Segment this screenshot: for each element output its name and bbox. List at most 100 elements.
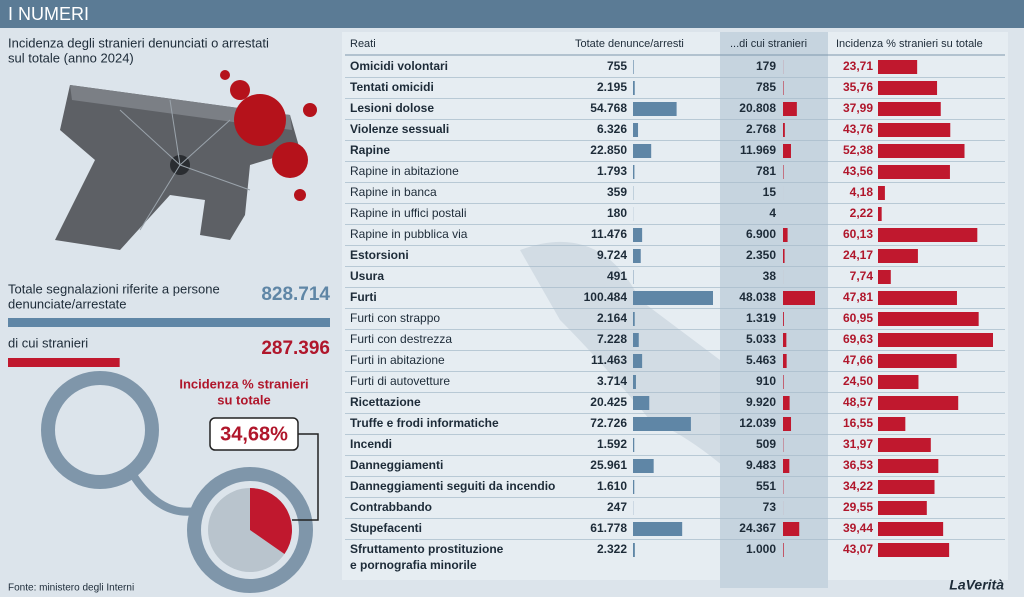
- column-header: ...di cui stranieri: [730, 38, 807, 50]
- pct-value: 43,56: [843, 164, 873, 178]
- crime-name: Rapine in pubblica via: [350, 227, 468, 241]
- crime-name: Rapine in abitazione: [350, 164, 459, 178]
- total-value: 247: [607, 500, 627, 514]
- pct-value: 37,99: [843, 101, 873, 115]
- crime-name: Danneggiamenti seguiti da incendio: [350, 479, 555, 493]
- incidence-label: su totale: [217, 392, 270, 407]
- pct-bar: [878, 60, 917, 74]
- foreign-bar: [783, 291, 815, 305]
- crime-name: Truffe e frodi informatiche: [350, 416, 499, 430]
- total-bar: [633, 354, 642, 368]
- total-bar: [633, 228, 642, 242]
- pct-value: 16,55: [843, 416, 873, 430]
- foreign-value: 4: [769, 206, 776, 220]
- header-bar: [0, 0, 1024, 28]
- crime-name: Rapine in banca: [350, 185, 437, 199]
- total-bar: [633, 144, 651, 158]
- total-value: 1.592: [597, 437, 627, 451]
- total-value: 3.714: [597, 374, 627, 388]
- total-label: Totale segnalazioni riferite a persone: [8, 281, 220, 296]
- foreign-value: 12.039: [739, 416, 776, 430]
- total-label: di cui stranieri: [8, 335, 88, 350]
- foreign-bar: [783, 354, 787, 368]
- foreign-value: 910: [756, 374, 776, 388]
- crime-name: Tentati omicidi: [350, 80, 434, 94]
- pct-value: 52,38: [843, 143, 873, 157]
- pct-bar: [878, 81, 937, 95]
- crime-name: Stupefacenti: [350, 521, 422, 535]
- crime-name: Incendi: [350, 437, 392, 451]
- incidence-label: Incidenza % stranieri: [179, 376, 308, 391]
- incidence-value: 34,68%: [220, 423, 288, 445]
- foreign-bar: [783, 165, 784, 179]
- pct-value: 4,18: [850, 185, 874, 199]
- total-bar: [633, 165, 634, 179]
- pct-value: 39,44: [843, 521, 873, 535]
- foreign-bar: [783, 396, 790, 410]
- pct-value: 60,13: [843, 227, 873, 241]
- pct-bar: [878, 417, 905, 431]
- pct-bar: [878, 522, 943, 536]
- source: Fonte: ministero degli Interni: [8, 583, 134, 594]
- total-bar: [633, 291, 713, 305]
- pct-bar: [878, 480, 935, 494]
- foreign-value: 11.969: [740, 143, 776, 157]
- total-bar: [633, 522, 682, 536]
- foreign-bar: [783, 228, 788, 242]
- pct-bar: [878, 543, 949, 557]
- foreign-bar: [783, 417, 791, 431]
- foreign-value: 24.367: [739, 521, 776, 535]
- total-value: 1.793: [597, 164, 627, 178]
- total-bar: [633, 417, 691, 431]
- crime-name: Estorsioni: [350, 248, 409, 262]
- total-bar: [8, 358, 120, 367]
- pct-bar: [878, 144, 965, 158]
- foreign-bar: [783, 144, 791, 158]
- foreign-bar: [783, 81, 784, 95]
- total-value: 2.322: [597, 542, 627, 556]
- pct-value: 24,17: [843, 248, 873, 262]
- pct-value: 36,53: [843, 458, 873, 472]
- crime-name: Furti con strappo: [350, 311, 440, 325]
- foreign-bar: [783, 543, 784, 557]
- total-value: 11.463: [591, 353, 627, 367]
- total-bar: [633, 123, 638, 137]
- total-bar: [8, 318, 330, 327]
- foreign-value: 1.319: [746, 311, 776, 325]
- crime-name: Furti con destrezza: [350, 332, 452, 346]
- total-value: 755: [607, 59, 627, 73]
- pct-value: 35,76: [843, 80, 873, 94]
- crime-name: Furti: [350, 290, 377, 304]
- pct-bar: [878, 396, 958, 410]
- pct-value: 48,57: [843, 395, 873, 409]
- crime-name: Contrabbando: [350, 500, 432, 514]
- total-bar: [633, 480, 634, 494]
- logo: LaVerità: [949, 577, 1004, 593]
- pct-value: 2,22: [850, 206, 874, 220]
- crime-name: Violenze sessuali: [350, 122, 449, 136]
- pct-bar: [878, 102, 941, 116]
- foreign-value: 73: [763, 500, 777, 514]
- foreign-value: 785: [756, 80, 776, 94]
- pct-value: 43,07: [843, 542, 873, 556]
- total-bar: [633, 60, 634, 74]
- foreign-bar: [783, 459, 789, 473]
- foreign-value: 2.350: [746, 248, 776, 262]
- total-bar: [633, 396, 649, 410]
- foreign-value: 9.920: [746, 395, 776, 409]
- pct-value: 34,22: [843, 479, 873, 493]
- crime-name: Usura: [350, 269, 384, 283]
- foreign-value: 15: [763, 185, 777, 199]
- pct-value: 7,74: [850, 269, 874, 283]
- pct-bar: [878, 186, 885, 200]
- foreign-value: 6.900: [746, 227, 776, 241]
- crime-name: Furti in abitazione: [350, 353, 445, 367]
- foreign-value: 38: [763, 269, 777, 283]
- foreign-bar: [783, 123, 785, 137]
- column-header: Reati: [350, 38, 376, 50]
- pct-bar: [878, 123, 950, 137]
- foreign-value: 9.483: [746, 458, 776, 472]
- pct-bar: [878, 501, 927, 515]
- foreign-value: 5.033: [746, 332, 776, 346]
- pct-value: 47,81: [843, 290, 873, 304]
